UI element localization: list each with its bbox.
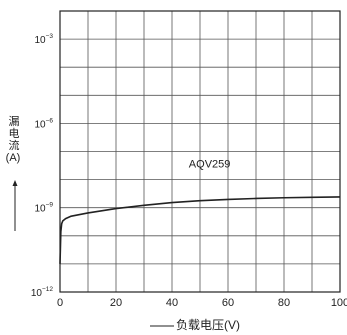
y-tick-label: 10−6 — [34, 117, 53, 130]
series-label: AQV259 — [189, 158, 231, 170]
y-axis-label-char: 电 — [8, 128, 20, 140]
x-tick-label: 100 — [331, 297, 347, 309]
series-layer: AQV259 — [59, 158, 341, 264]
plot-frame — [59, 10, 341, 293]
x-axis-label: 负载电压(V) — [176, 318, 240, 332]
y-axis-label-unit: (A) — [5, 152, 21, 164]
y-tick-label: 10−9 — [34, 202, 53, 215]
x-tick-label: 0 — [57, 297, 63, 309]
y-tick-labels: 10−12 10−9 10−6 10−3 — [31, 33, 54, 299]
x-tick-label: 40 — [166, 297, 178, 309]
x-tick-label: 20 — [110, 297, 122, 309]
x-tick-labels: 0 20 40 60 80 100 — [57, 297, 347, 309]
x-tick-label: 60 — [222, 297, 234, 309]
x-axis-label-dash — [150, 325, 174, 327]
series-line — [59, 196, 341, 264]
y-axis-label-char: 流 — [8, 140, 20, 152]
y-tick-label: 10−3 — [34, 33, 53, 46]
y-axis-label: 漏 电 流 (A) — [2, 116, 26, 164]
y-axis-label-char: 漏 — [8, 116, 20, 128]
y-axis-arrow-icon — [12, 180, 18, 231]
grid — [60, 11, 340, 292]
y-tick-label: 10−12 — [31, 286, 54, 299]
x-tick-label: 80 — [278, 297, 290, 309]
